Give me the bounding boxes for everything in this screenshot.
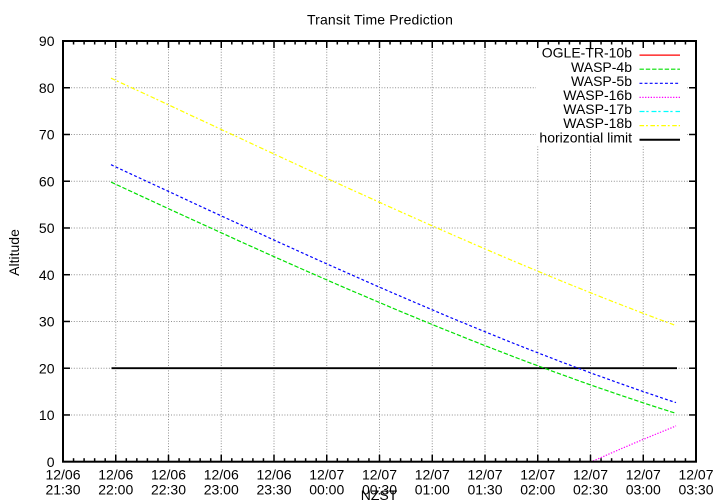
svg-text:12/07: 12/07: [309, 467, 344, 483]
svg-text:23:00: 23:00: [204, 482, 239, 498]
svg-text:12/07: 12/07: [467, 467, 502, 483]
svg-text:60: 60: [39, 173, 55, 189]
svg-text:80: 80: [39, 80, 55, 96]
svg-text:01:30: 01:30: [467, 482, 502, 498]
svg-text:70: 70: [39, 127, 55, 143]
svg-text:40: 40: [39, 267, 55, 283]
svg-text:12/07: 12/07: [362, 467, 397, 483]
svg-text:OGLE-TR-10b: OGLE-TR-10b: [542, 45, 632, 61]
svg-text:12/06: 12/06: [45, 467, 80, 483]
svg-text:NZST: NZST: [361, 487, 398, 503]
svg-text:90: 90: [39, 33, 55, 49]
svg-text:WASP-5b: WASP-5b: [571, 73, 632, 89]
svg-text:12/07: 12/07: [678, 467, 713, 483]
svg-text:03:00: 03:00: [626, 482, 661, 498]
svg-text:12/06: 12/06: [256, 467, 291, 483]
svg-text:0: 0: [47, 454, 55, 470]
svg-text:00:00: 00:00: [309, 482, 344, 498]
svg-text:12/07: 12/07: [626, 467, 661, 483]
svg-text:WASP-4b: WASP-4b: [571, 59, 632, 75]
svg-text:23:30: 23:30: [256, 482, 291, 498]
svg-text:30: 30: [39, 314, 55, 330]
svg-text:Transit Time Prediction: Transit Time Prediction: [307, 12, 453, 28]
svg-text:22:30: 22:30: [151, 482, 186, 498]
svg-text:02:30: 02:30: [573, 482, 608, 498]
svg-text:12/06: 12/06: [98, 467, 133, 483]
svg-text:01:00: 01:00: [415, 482, 450, 498]
svg-text:WASP-18b: WASP-18b: [563, 115, 632, 131]
svg-text:12/07: 12/07: [520, 467, 555, 483]
svg-text:12/06: 12/06: [204, 467, 239, 483]
svg-text:20: 20: [39, 360, 55, 376]
svg-text:WASP-16b: WASP-16b: [563, 87, 632, 103]
svg-text:horizontial limit: horizontial limit: [539, 129, 632, 145]
svg-text:22:00: 22:00: [98, 482, 133, 498]
svg-text:12/07: 12/07: [573, 467, 608, 483]
svg-text:50: 50: [39, 220, 55, 236]
svg-text:02:00: 02:00: [520, 482, 555, 498]
svg-text:12/06: 12/06: [151, 467, 186, 483]
svg-text:10: 10: [39, 407, 55, 423]
svg-text:Altitude: Altitude: [6, 229, 22, 276]
svg-text:03:30: 03:30: [678, 482, 713, 498]
svg-text:21:30: 21:30: [45, 482, 80, 498]
svg-text:12/07: 12/07: [415, 467, 450, 483]
svg-text:00:30: 00:30: [362, 482, 397, 498]
svg-text:WASP-17b: WASP-17b: [563, 101, 632, 117]
